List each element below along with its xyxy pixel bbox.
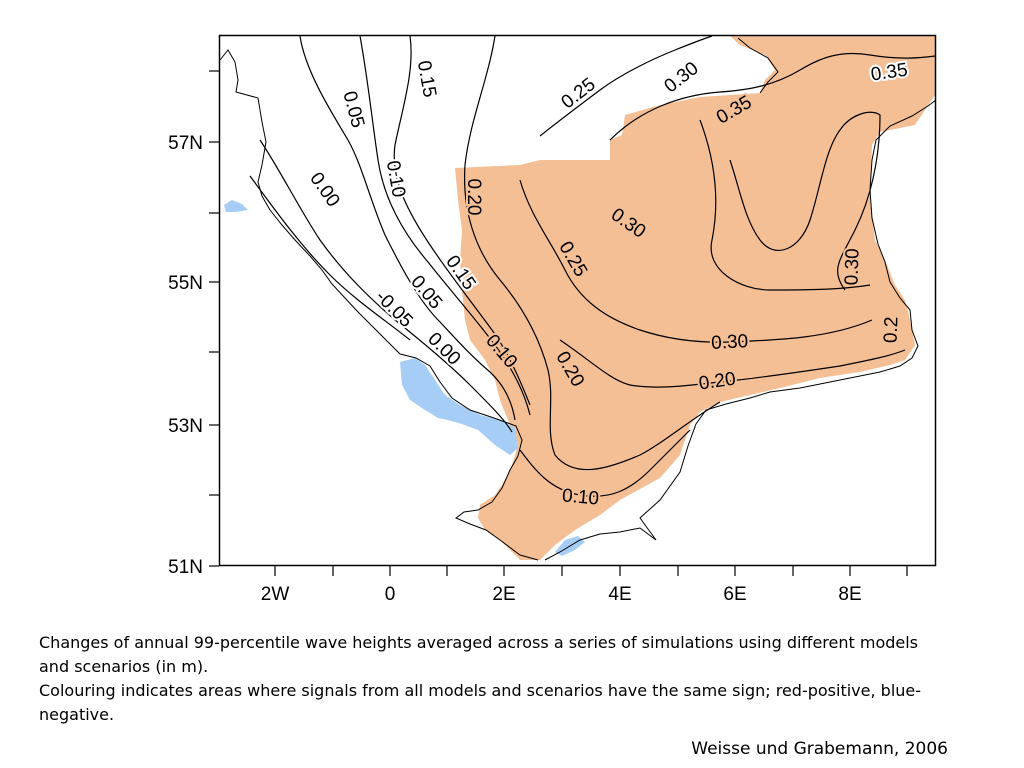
wave-height-change-map: 57N 55N 53N 51N 2W 0 2E 4E 6E 8E 0.15 0.…: [168, 34, 937, 600]
lon-label-8e: 8E: [838, 584, 861, 600]
contour-label: 0.00: [423, 329, 464, 370]
caption-line-2: Colouring indicates areas where signals …: [39, 681, 922, 724]
contour-label: 0.30: [661, 58, 703, 97]
lon-label-6e: 6E: [723, 584, 746, 600]
lat-ticks: [209, 70, 219, 567]
contour-line-0.20: [463, 35, 721, 471]
contour-label: 0.00: [305, 169, 343, 211]
contour-line-0.25: [539, 35, 713, 137]
map-frame: [218, 34, 937, 567]
lat-label-55n: 55N: [168, 273, 203, 294]
contour-line-0.15: [393, 35, 531, 406]
lon-label-0: 0: [385, 584, 396, 600]
source-credit: Weisse und Grabemann, 2006: [691, 739, 948, 759]
figure-caption: Changes of annual 99-percentile wave hei…: [39, 631, 939, 727]
contour-line-neg0.05: [249, 175, 411, 341]
lon-label-2w: 2W: [261, 584, 290, 600]
contour-lines: [249, 35, 936, 497]
contour-line-0.05: [299, 35, 516, 421]
lon-label-4e: 4E: [608, 584, 631, 600]
contour-label: 0.05: [338, 89, 368, 130]
caption-line-1: Changes of annual 99-percentile wave hei…: [39, 633, 919, 676]
lat-label-57n: 57N: [168, 133, 203, 154]
contour-label: 0.15: [413, 59, 440, 99]
lon-ticks: [274, 566, 908, 576]
contour-line-0.30: [609, 52, 936, 141]
coastline-britain: [219, 49, 539, 561]
negative-signal-region: [224, 200, 248, 212]
contour-line-0.10: [359, 35, 531, 416]
contour-label: 0.30: [711, 331, 749, 354]
contour-label: 0.20: [463, 179, 484, 216]
lon-label-2e: 2E: [492, 584, 515, 600]
negative-signal-region: [400, 358, 518, 455]
lat-label-51n: 51N: [168, 557, 203, 578]
contour-label: 0.30: [841, 248, 863, 286]
contour-line-0.25b: [519, 179, 873, 343]
contour-line-0.35: [729, 111, 881, 291]
coastline-norway: [737, 37, 779, 94]
contour-label: 0.35: [869, 60, 909, 86]
contour-label: 0.25: [558, 74, 600, 113]
contour-label: 0.10: [561, 485, 600, 509]
lat-label-53n: 53N: [168, 416, 203, 437]
contour-line-0.30b: [699, 119, 871, 291]
positive-signal-region: [455, 36, 935, 560]
contour-label: -0.05: [371, 286, 416, 331]
contour-line-0.00: [259, 139, 513, 433]
contour-line-0.10b: [519, 429, 691, 497]
contour-line-0.20b: [559, 339, 906, 388]
contour-label: 0.2: [881, 316, 903, 343]
